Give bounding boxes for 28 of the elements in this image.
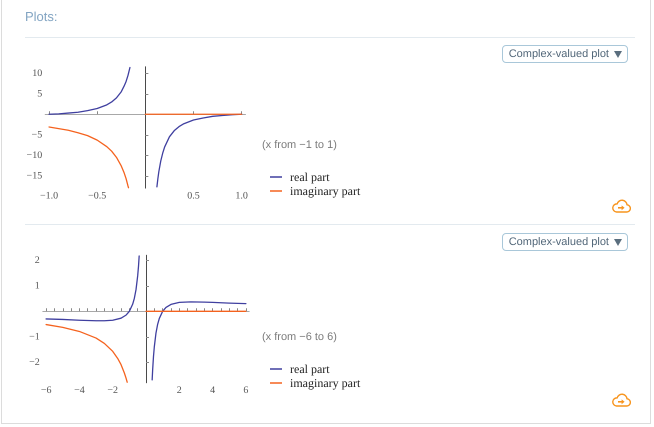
y-tick-label: 5	[37, 88, 42, 100]
y-tick-label: −15	[26, 170, 42, 182]
x-tick-label: −2	[107, 385, 118, 396]
chart-title: Plots:	[25, 9, 58, 25]
x-tick-label: −6	[40, 385, 52, 396]
legend-label: real part	[290, 362, 330, 376]
x-tick-label: −1.0	[40, 190, 58, 202]
dropdown-button[interactable]: Complex-valued plot	[502, 233, 628, 251]
legend-label: imaginary part	[290, 376, 361, 390]
x-tick-label: 2	[176, 385, 182, 396]
x-tick-label: −4	[74, 385, 85, 396]
dropdown-button[interactable]: Complex-valued plot	[502, 45, 628, 63]
x-tick-label: 6	[243, 385, 248, 396]
x-tick-label: 0.5	[187, 190, 200, 202]
y-tick-label: −5	[32, 129, 42, 140]
y-tick-label: 10	[32, 68, 42, 79]
y-tick-label: −10	[26, 150, 42, 161]
y-tick-label: 1	[34, 280, 40, 292]
text: (x from −6 to 6)	[262, 330, 337, 344]
x-tick-label: −0.5	[88, 190, 106, 202]
x-tick-label: 4	[210, 385, 216, 396]
y-tick-label: −2	[29, 356, 40, 368]
y-tick-label: −1	[29, 331, 40, 342]
legend-label: real part	[290, 170, 330, 184]
legend-label: imaginary part	[290, 184, 361, 198]
x-tick-label: 1.0	[235, 190, 248, 202]
y-tick-label: 2	[34, 254, 40, 266]
text: (x from −1 to 1)	[262, 138, 337, 152]
